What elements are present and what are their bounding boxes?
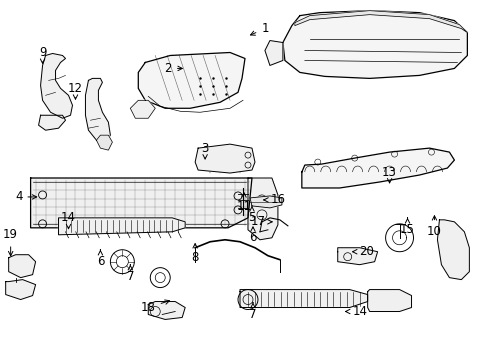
- Polygon shape: [85, 78, 110, 142]
- Text: 12: 12: [68, 82, 83, 99]
- Polygon shape: [96, 135, 112, 150]
- Polygon shape: [264, 41, 283, 66]
- Polygon shape: [301, 148, 453, 188]
- Polygon shape: [367, 289, 411, 311]
- Polygon shape: [294, 11, 467, 32]
- Polygon shape: [59, 218, 185, 235]
- Text: 4: 4: [15, 190, 37, 203]
- Polygon shape: [41, 54, 72, 118]
- Text: 18: 18: [141, 300, 169, 314]
- Text: 6: 6: [97, 249, 104, 268]
- Text: 14: 14: [61, 211, 76, 229]
- Text: 15: 15: [399, 218, 414, 236]
- Text: 5: 5: [248, 206, 255, 224]
- Text: 14: 14: [345, 305, 366, 318]
- Polygon shape: [283, 11, 467, 78]
- Text: 2: 2: [164, 62, 182, 75]
- Polygon shape: [195, 144, 254, 173]
- Polygon shape: [6, 280, 36, 300]
- Polygon shape: [130, 100, 155, 118]
- Text: 19: 19: [3, 228, 18, 256]
- Text: 8: 8: [191, 244, 199, 264]
- Text: 1: 1: [250, 22, 268, 35]
- Text: 7: 7: [249, 302, 256, 321]
- Polygon shape: [337, 248, 377, 265]
- Text: 6: 6: [249, 227, 256, 244]
- Text: 10: 10: [426, 216, 441, 238]
- Polygon shape: [240, 289, 367, 307]
- Text: 3: 3: [201, 141, 208, 159]
- Text: 9: 9: [39, 46, 46, 63]
- Polygon shape: [31, 178, 251, 228]
- Polygon shape: [437, 220, 468, 280]
- Text: 17: 17: [250, 215, 271, 228]
- Text: 16: 16: [264, 193, 285, 206]
- Text: 7: 7: [126, 265, 134, 283]
- Polygon shape: [39, 115, 65, 130]
- Polygon shape: [249, 196, 281, 208]
- Text: 13: 13: [381, 166, 396, 183]
- Polygon shape: [148, 302, 185, 319]
- Text: 11: 11: [236, 193, 251, 213]
- Polygon shape: [9, 255, 36, 278]
- Polygon shape: [247, 178, 277, 240]
- Text: 20: 20: [352, 245, 373, 258]
- Polygon shape: [138, 53, 244, 108]
